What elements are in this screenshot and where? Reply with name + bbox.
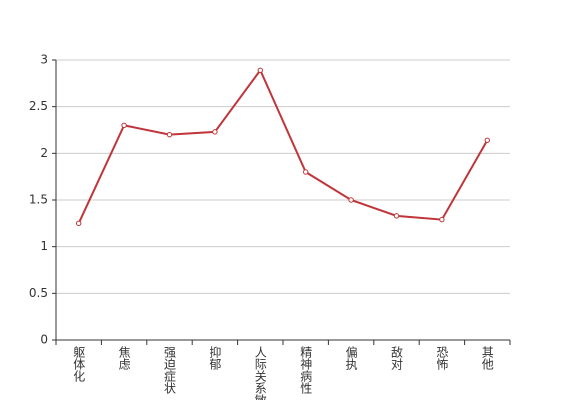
x-tick-label: 敌对 [390,345,404,370]
y-tick-label: 1.5 [29,193,48,207]
point [348,197,354,203]
point [76,220,82,227]
y-tick-label: 0 [40,333,48,347]
x-tick-label: 躯体化 [72,345,86,383]
y-tick-label: 3 [40,53,48,67]
point [393,213,400,219]
point [166,131,173,138]
point [121,122,127,129]
y-tick-label: 2.5 [29,99,48,113]
x-tick-label: 其他 [480,346,494,370]
y-tick-label: 2 [40,146,48,160]
y-tick-label: 0.5 [29,286,48,300]
x-tick-label: 抑郁 [208,345,222,371]
series-line [77,68,489,224]
x-tick-label: 恐怖 [435,346,449,370]
point [484,137,490,143]
point [439,216,445,223]
x-tick-label: 人际关系敏感 [253,346,267,400]
y-tick-label: 1 [40,239,48,253]
x-tick-label: 焦虑 [117,346,131,370]
point [212,129,218,135]
x-tick-label: 精神病性 [299,346,313,395]
point [303,169,309,175]
point [257,67,263,73]
x-tick-label: 强迫症状 [163,346,177,394]
x-tick-label: 偏执 [344,345,358,371]
